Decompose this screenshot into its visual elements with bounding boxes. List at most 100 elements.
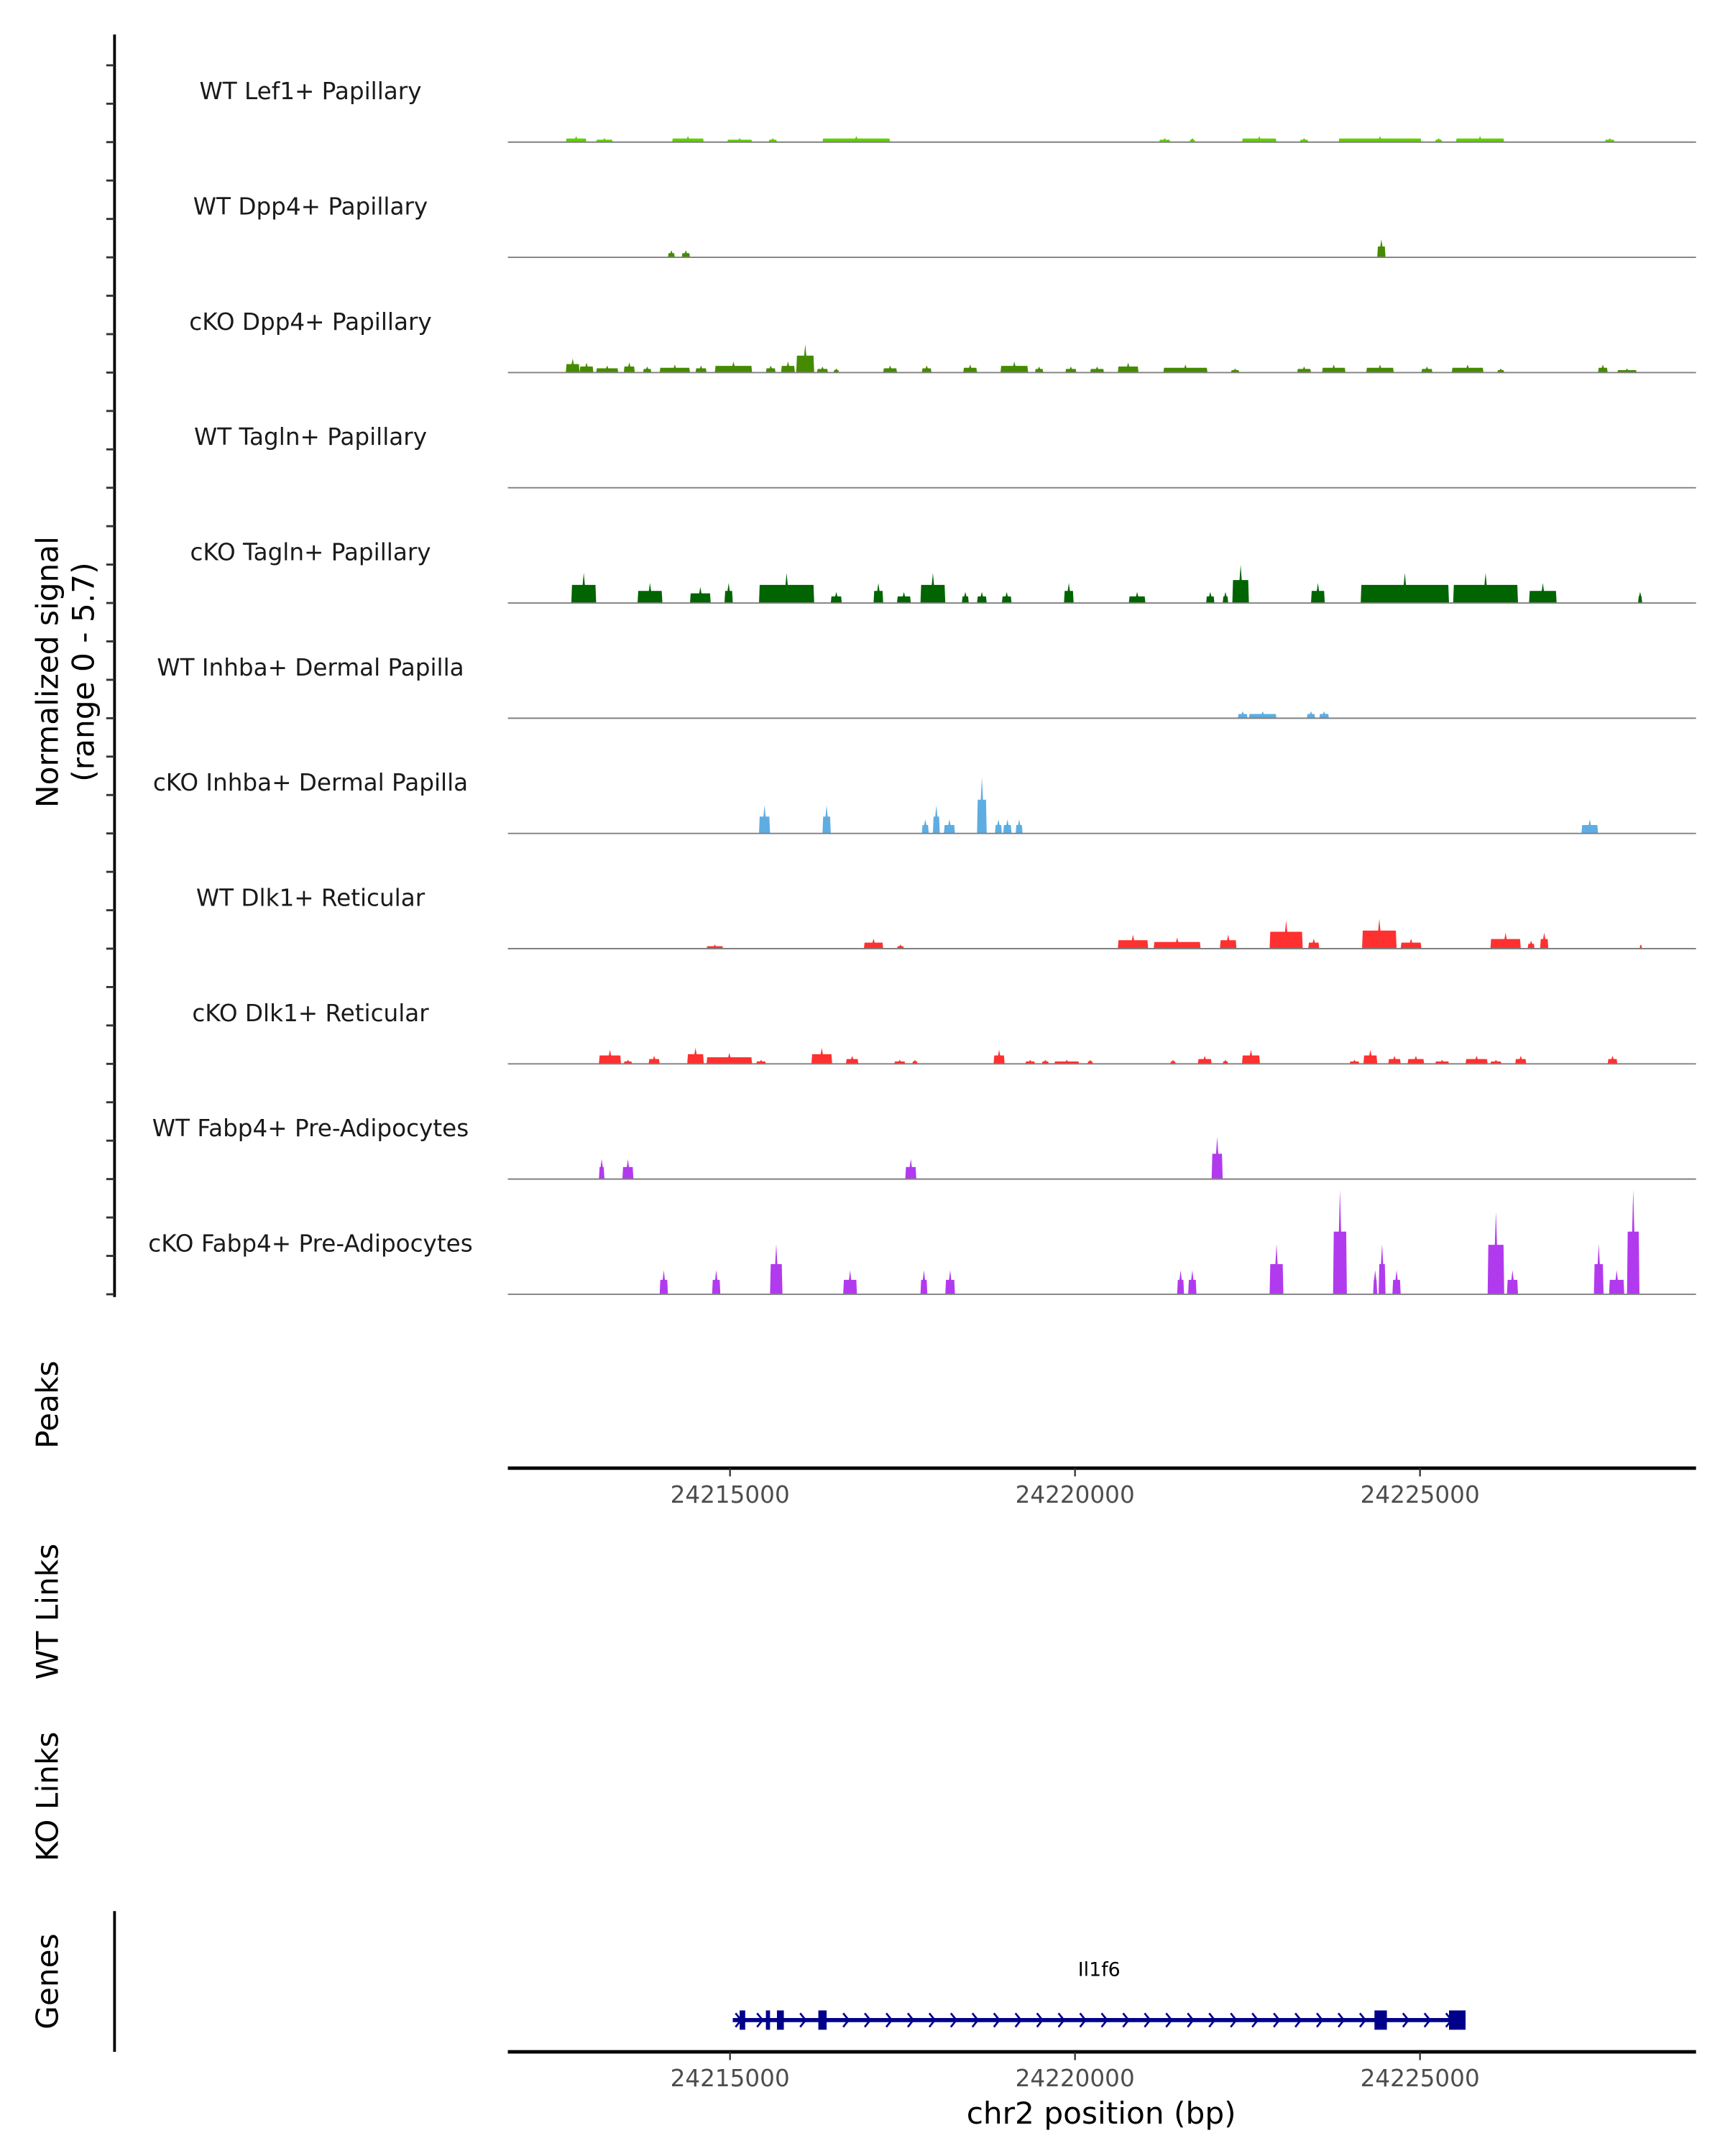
track-label: WT Dpp4+ Papillary bbox=[193, 193, 428, 221]
strand-arrow-icon bbox=[1423, 2012, 1432, 2028]
signal-peak bbox=[796, 344, 814, 373]
signal-peak bbox=[945, 1270, 955, 1294]
gene-Il1f6: Il1f6 bbox=[732, 1958, 1466, 2030]
track-6: WT Inhba+ Dermal Papilla bbox=[157, 654, 1696, 719]
signal-peak bbox=[1206, 591, 1215, 604]
signal-peak bbox=[1311, 583, 1325, 604]
strand-arrow-icon bbox=[1208, 2012, 1216, 2028]
strand-arrow-icon bbox=[1122, 2012, 1130, 2028]
signal-peak bbox=[1609, 1270, 1624, 1294]
strand-arrow-icon bbox=[928, 2012, 937, 2028]
signal-peak bbox=[1319, 711, 1329, 719]
track-label: WT Lef1+ Papillary bbox=[200, 78, 422, 105]
gene-exon bbox=[1449, 2010, 1466, 2030]
genes-x-ticks: 24215000 24220000 24225000 bbox=[671, 2052, 1480, 2092]
signal-peak bbox=[668, 250, 675, 258]
peaks-panel-label: Peaks bbox=[30, 1360, 65, 1448]
y-axis-title-line1: Normalized signal bbox=[30, 536, 65, 808]
gene-exon bbox=[776, 2010, 784, 2030]
track-label: cKO Fabp4+ Pre-Adipocytes bbox=[148, 1230, 472, 1257]
track-label: cKO Dpp4+ Papillary bbox=[189, 308, 431, 336]
signal-peak bbox=[1490, 932, 1521, 949]
signal-peak bbox=[1455, 136, 1504, 142]
signal-peak bbox=[1087, 1059, 1093, 1064]
signal-peak bbox=[1000, 361, 1029, 373]
x-tick-label: 24215000 bbox=[671, 1481, 790, 1508]
signal-peak bbox=[622, 1158, 634, 1179]
signal-peak bbox=[1035, 367, 1044, 373]
signal-peak bbox=[1373, 1270, 1378, 1294]
strand-arrow-icon bbox=[1402, 2012, 1410, 2028]
signal-peak bbox=[845, 1056, 859, 1064]
signal-peak bbox=[714, 361, 753, 373]
strand-arrow-icon bbox=[993, 2012, 1001, 2028]
signal-peak bbox=[822, 136, 891, 142]
track-label: cKO Inhba+ Dermal Papilla bbox=[153, 769, 468, 796]
signal-peak bbox=[920, 573, 946, 604]
signal-peak bbox=[1627, 1189, 1639, 1294]
signal-peak bbox=[883, 365, 897, 373]
signal-peak bbox=[724, 583, 733, 604]
signal-peak bbox=[1118, 362, 1138, 373]
signal-peak bbox=[1300, 138, 1309, 142]
signal-peak bbox=[1065, 367, 1077, 373]
signal-peak bbox=[1322, 364, 1346, 373]
strand-arrow-icon bbox=[949, 2012, 958, 2028]
signal-peak bbox=[1041, 1059, 1049, 1064]
signal-peak bbox=[1307, 711, 1315, 719]
signal-peak bbox=[1388, 1056, 1401, 1064]
track-3: cKO Dpp4+ Papillary bbox=[189, 308, 1696, 374]
signal-peak bbox=[1025, 1059, 1035, 1064]
gene-exon bbox=[740, 2010, 745, 2030]
signal-peak bbox=[659, 1270, 668, 1294]
signal-peak bbox=[1392, 1270, 1401, 1294]
signal-peak bbox=[1238, 711, 1248, 719]
signal-peak bbox=[1128, 591, 1146, 604]
signal-peak bbox=[579, 362, 594, 373]
wt-links-panel-label: WT Links bbox=[30, 1544, 65, 1680]
gene-label: Il1f6 bbox=[1078, 1958, 1121, 1981]
signal-peak bbox=[1527, 940, 1535, 949]
strand-arrow-icon bbox=[1316, 2012, 1324, 2028]
signal-peak bbox=[756, 1059, 766, 1064]
signal-peak bbox=[659, 364, 690, 373]
signal-peak bbox=[1379, 1244, 1386, 1294]
signal-peak bbox=[1362, 918, 1397, 949]
signal-peak bbox=[977, 777, 987, 834]
signal-peak bbox=[811, 1047, 832, 1064]
signal-peak bbox=[571, 573, 597, 604]
signal-peak bbox=[1466, 1056, 1488, 1064]
signal-peak bbox=[599, 1049, 621, 1064]
signal-peak bbox=[1054, 1059, 1080, 1064]
signal-peak bbox=[566, 358, 580, 373]
signal-peak bbox=[712, 1270, 721, 1294]
track-5: cKO Tagln+ Papillary bbox=[190, 539, 1696, 604]
signal-peak bbox=[1248, 711, 1276, 719]
signal-peak bbox=[1497, 368, 1504, 373]
signal-peak bbox=[920, 1270, 928, 1294]
signal-peak bbox=[1003, 819, 1012, 834]
signal-peak bbox=[1349, 1059, 1360, 1064]
signal-peak bbox=[1188, 1270, 1197, 1294]
track-10: WT Fabp4+ Pre-Adipocytes bbox=[152, 1115, 1696, 1180]
signal-peak bbox=[921, 819, 929, 834]
signal-peak bbox=[1154, 937, 1201, 949]
track-label: WT Inhba+ Dermal Papilla bbox=[157, 654, 464, 681]
signal-peak bbox=[770, 1244, 783, 1294]
signal-peak bbox=[897, 591, 911, 604]
coverage-tracks: WT Lef1+ Papillary WT Dpp4+ Papillary cKO … bbox=[148, 78, 1696, 1295]
signal-peak bbox=[1297, 367, 1311, 373]
signal-peak bbox=[1400, 939, 1422, 949]
signal-peak bbox=[932, 805, 940, 834]
signal-peak bbox=[1366, 364, 1394, 373]
strand-arrow-icon bbox=[1230, 2012, 1238, 2028]
strand-arrow-icon bbox=[799, 2012, 807, 2028]
strand-arrow-icon bbox=[1337, 2012, 1346, 2028]
signal-peak bbox=[1515, 1056, 1527, 1064]
signal-peak bbox=[1016, 819, 1023, 834]
signal-peak bbox=[1435, 138, 1443, 142]
track-7: cKO Inhba+ Dermal Papilla bbox=[153, 769, 1696, 834]
x-tick-label: 24220000 bbox=[1016, 1481, 1135, 1508]
signal-peak bbox=[1242, 1049, 1260, 1064]
